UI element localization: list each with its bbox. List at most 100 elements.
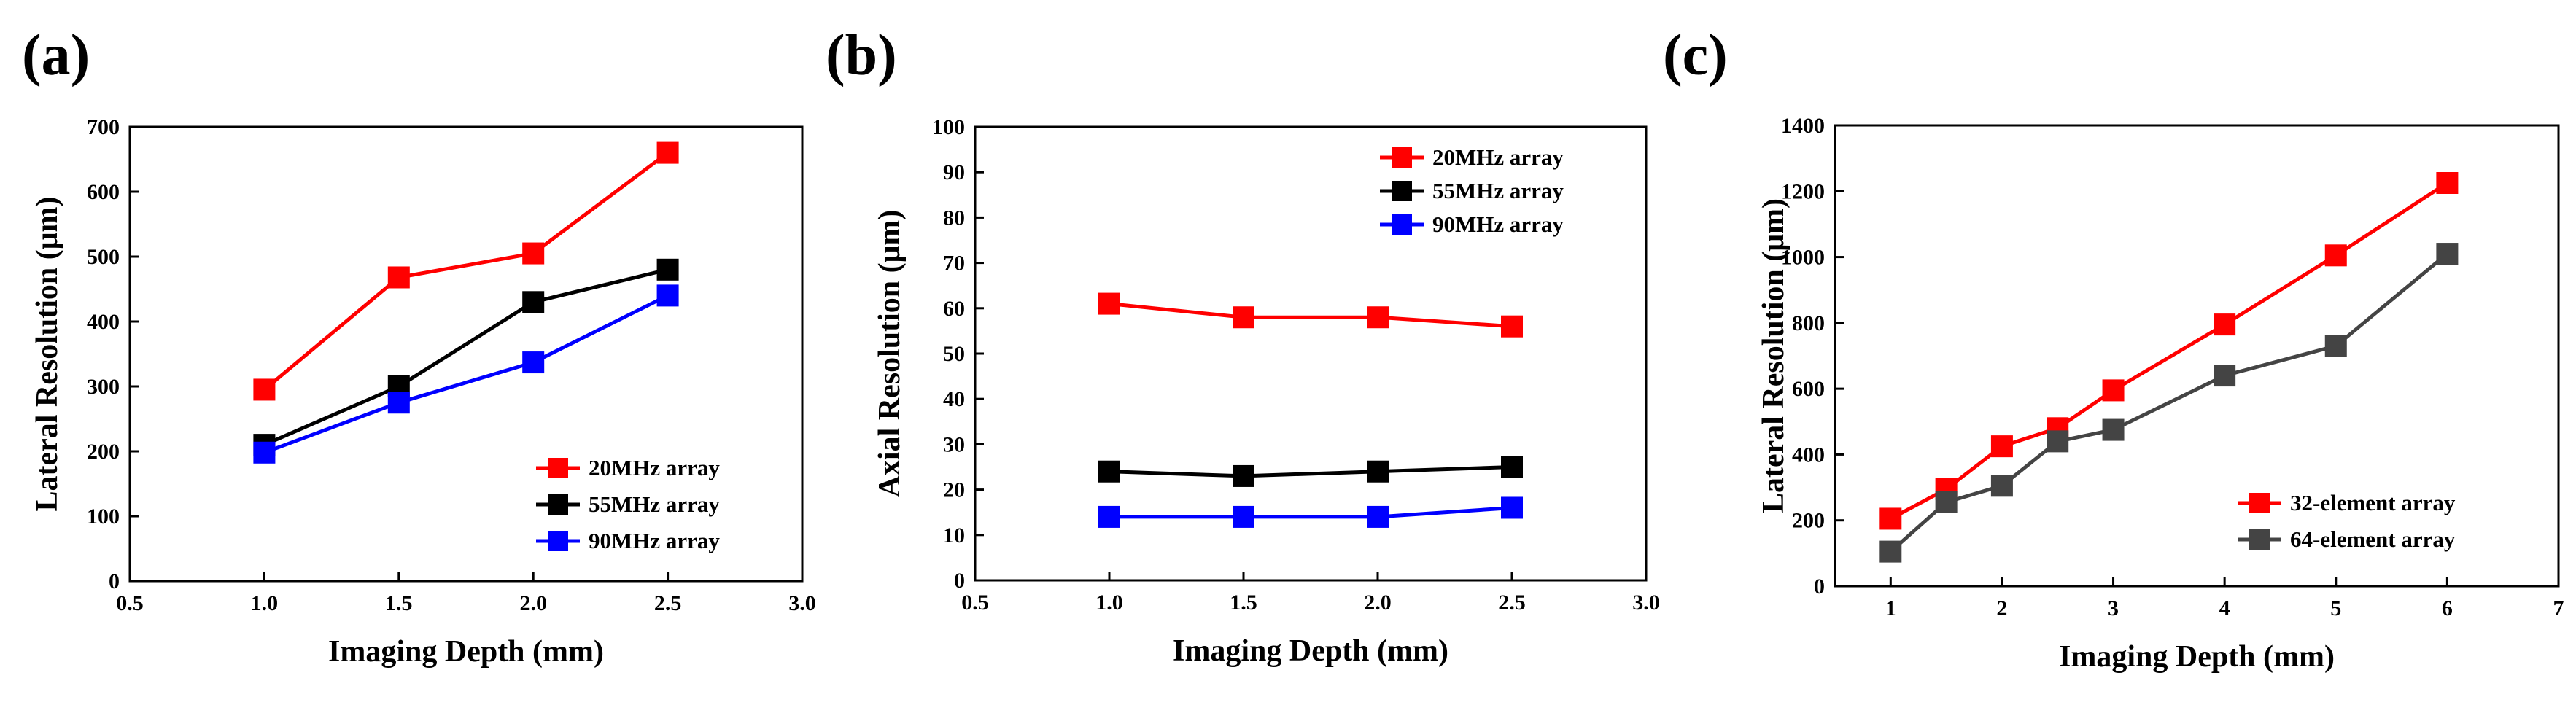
chart-b-series-1-point: 20MHz array: (2, 58) [1367,306,1389,329]
chart-c-series-2-point: 64-element array: (1.5, 255) [1935,491,1958,513]
chart-a-legend-label: 55MHz array [589,491,720,517]
chart-a-x-axis-title: Imaging Depth (mm) [328,635,604,669]
chart-a-plot-frame [128,125,804,583]
chart-b-series-3-line [1109,506,1513,519]
chart-b-y-axis-title: Axial Resolution (μm) [873,210,907,498]
chart-b-ytick-label: 20 [943,478,965,502]
chart-b-xtick-label: 0.5 [961,591,989,615]
chart-c-ytick-label: 1400 [1781,114,1825,138]
chart-c-xtick-label: 7 [2553,596,2564,620]
chart-c-legend-marker [2249,493,2270,513]
chart-a-panel-label: (a) [22,23,90,87]
chart-b-ytick-label: 60 [943,297,965,321]
chart-c: (c) 1 2 3 4 5 6 7 0 200 400 600 800 1000 1200 1400 Imagi… [1663,23,2564,674]
chart-a-series-3-line [263,294,669,455]
chart-c-series-2-point: 64-element array: (1, 105) [1879,540,1902,563]
chart-b-legend-label: 90MHz array [1432,211,1564,237]
chart-c-ytick-label: 0 [1814,574,1825,599]
chart-a-legend-marker [548,458,568,478]
chart-b-ytick-label: 70 [943,252,965,276]
chart-a-xtick-label: 2.5 [654,591,682,615]
chart-b-series-2-line [1109,465,1513,478]
chart-a-series-3-point: 90MHz array: (1.5, 275) [387,392,410,414]
chart-a-series-1-line [263,151,670,392]
chart-a-y-axis-title: Lateral Resolution (μm) [31,196,64,511]
chart-c-ytick-label: 400 [1792,443,1825,467]
chart-a-xtick-label: 2.0 [519,591,547,615]
chart-b-xtick-label: 1.5 [1230,591,1257,615]
chart-c-xtick-label: 1 [1885,596,1896,620]
chart-c-series-2-point: 64-element array: (2.5, 440) [2047,430,2069,453]
chart-c-ytick-label: 600 [1792,377,1825,401]
chart-a-series-3-point: 90MHz array: (2, 337) [522,351,545,374]
chart-c-series-2-point: 64-element array: (3, 475) [2102,418,2125,441]
chart-c-legend-label: 32-element array [2290,490,2456,515]
chart-c-xtick-label: 6 [2442,596,2453,620]
chart-c-xtick-label: 2 [1996,596,2007,620]
chart-c-series-1-line [1890,181,2448,521]
chart-c-series-1-point: 32-element array: (2, 425) [1990,435,2013,458]
chart-c-series-1-point: 32-element array: (5, 1005) [2324,244,2347,267]
chart-a-series-1-point: 20MHz array: (1.5, 468) [387,266,410,289]
chart-b-series-1-point: 20MHz array: (2.5, 56) [1501,315,1523,338]
chart-a-ytick-label: 500 [87,245,120,269]
chart-a-xtick-label: 3.0 [788,591,816,615]
chart-c-series-2-point: 64-element array: (2, 305) [1990,475,2013,497]
chart-b-ytick-label: 90 [943,160,965,184]
chart-a-legend-marker [548,531,568,551]
chart-a-series-3-point: 90MHz array: (1, 198) [253,441,276,464]
chart-c-series-2-point: 64-element array: (6, 1010) [2436,243,2459,265]
chart-b-legend-marker [1392,214,1412,235]
chart-b-xtick-label: 3.0 [1632,591,1660,615]
chart-b-series-3-point: 90MHz array: (1.5, 14) [1233,505,1254,528]
chart-a-series-3-point: 90MHz array: (2.5, 440) [656,284,679,307]
chart-b-ytick-label: 50 [943,342,965,366]
chart-a-xtick-label: 1.0 [251,591,279,615]
chart-c-series-1-point: 32-element array: (4, 795) [2214,313,2236,336]
chart-b-series-1-point: 20MHz array: (1.5, 58) [1233,306,1254,329]
chart-c-ytick-label: 1000 [1781,246,1825,270]
chart-c-series-1-point: 32-element array: (3, 595) [2102,379,2125,402]
chart-a-ytick-label: 200 [87,440,120,464]
chart-a-series-1-point: 20MHz array: (2.5, 660) [656,141,679,164]
chart-c-y-axis-title: Lateral Resolution (μm) [1757,198,1791,513]
chart-a-xtick-label: 1.5 [385,591,413,615]
chart-b-xtick-label: 2.5 [1498,591,1526,615]
chart-b-series-2-point: 55MHz array: (1, 24) [1098,460,1120,483]
chart-b-xtick-label: 1.0 [1095,591,1123,615]
chart-a-series-1-point: 20MHz array: (2, 505) [522,242,545,265]
chart-c-panel-label: (c) [1663,23,1728,87]
chart-a-legend-label: 20MHz array [589,455,720,480]
chart-b-ytick-label: 0 [954,569,965,593]
chart-c-legend-marker [2249,529,2270,550]
chart-a-ytick-label: 300 [87,375,120,399]
chart-c-xtick-label: 3 [2108,596,2119,620]
chart-b-ytick-label: 10 [943,523,965,548]
chart-a-ytick-label: 400 [87,310,120,334]
chart-a-ytick-label: 100 [87,505,120,529]
chart-b-series-2-point: 55MHz array: (2.5, 25) [1501,456,1523,478]
chart-a-legend-marker [548,494,568,515]
chart-c-plot-frame [1834,124,2560,588]
chart-c-series-2-point: 64-element array: (4, 640) [2214,365,2236,387]
chart-b-ytick-label: 30 [943,432,965,456]
chart-b-legend-marker [1392,181,1412,201]
chart-c-series-1-point: 32-element array: (6, 1225) [2436,172,2459,194]
chart-b-series-2-point: 55MHz array: (1.5, 23) [1233,464,1254,487]
chart-b-ytick-label: 100 [932,115,965,139]
chart-a-ytick-label: 600 [87,180,120,204]
chart-a-series-2-point: 55MHz array: (2.5, 480) [656,258,679,281]
chart-a-ytick-label: 700 [87,115,120,139]
chart-a-ytick-label: 0 [109,569,120,593]
chart-a-legend-label: 90MHz array [589,528,720,553]
chart-c-x-axis-title: Imaging Depth (mm) [2059,640,2335,674]
chart-b-series-3-point: 90MHz array: (1, 14) [1098,505,1120,528]
chart-a-series-1-point: 20MHz array: (1, 295) [253,378,276,401]
chart-c-series-1-point: 32-element array: (1, 205) [1879,507,1902,530]
chart-b-legend-label: 20MHz array [1432,144,1564,170]
chart-b-series-3-point: 90MHz array: (2, 14) [1367,505,1389,528]
chart-b-ytick-label: 80 [943,206,965,230]
chart-b-legend-label: 55MHz array [1432,178,1564,203]
chart-c-ytick-label: 200 [1792,509,1825,533]
